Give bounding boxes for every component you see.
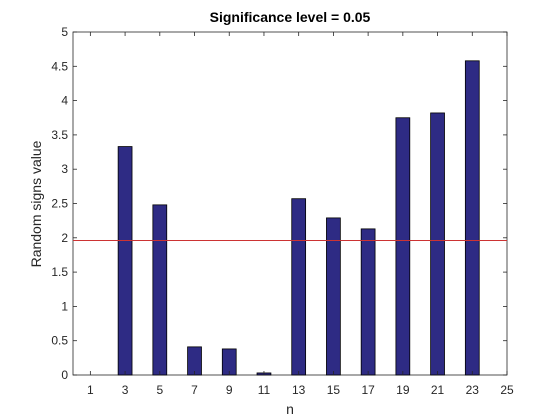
x-axis-label: n (286, 401, 294, 417)
bar-n-3 (117, 146, 133, 376)
x-tick-label: 21 (431, 383, 445, 397)
x-tick-label: 17 (361, 383, 375, 397)
plot-area: 1 3 5 7 9 11 13 15 17 19 21 23 2500.511.522.533.544.… (51, 25, 514, 397)
bar-n-15 (326, 217, 341, 376)
chart-title: Significance level = 0.05 (210, 9, 371, 25)
x-tick-label: 15 (327, 383, 341, 397)
y-tick-label: 0 (61, 368, 68, 382)
x-tick-label: 19 (396, 383, 410, 397)
y-tick-label: 1 (61, 299, 68, 313)
x-tick-label: 11 (258, 383, 271, 397)
x-tick-label: 3 (122, 383, 129, 397)
y-tick-label: 0.5 (51, 334, 68, 348)
y-tick-label: 4 (61, 94, 68, 108)
bar-n-5 (152, 204, 168, 376)
x-tick-label: 25 (500, 383, 514, 397)
bar-n-19 (395, 117, 411, 376)
x-tick-label: 9 (226, 383, 233, 397)
bar-n-13 (291, 198, 307, 376)
y-tick-label: 2 (61, 231, 68, 245)
bar-n-7 (187, 346, 202, 376)
x-tick-label: 13 (292, 383, 306, 397)
y-tick-label: 3 (61, 162, 68, 176)
y-axis-label: Random signs value (28, 140, 44, 267)
x-tick-label: 5 (156, 383, 163, 397)
x-tick-label: 1 (87, 383, 94, 397)
y-tick-label: 3.5 (51, 128, 68, 142)
bar-n-23 (464, 60, 480, 376)
x-tick-label: 7 (191, 383, 198, 397)
y-tick-label: 1.5 (51, 265, 68, 279)
y-tick-label: 5 (61, 25, 68, 39)
bar-n-21 (430, 112, 445, 376)
x-tick-label: 23 (466, 383, 480, 397)
bar-n-17 (360, 228, 376, 376)
y-tick-label: 2.5 (51, 197, 68, 211)
y-tick-label: 4.5 (51, 59, 68, 73)
